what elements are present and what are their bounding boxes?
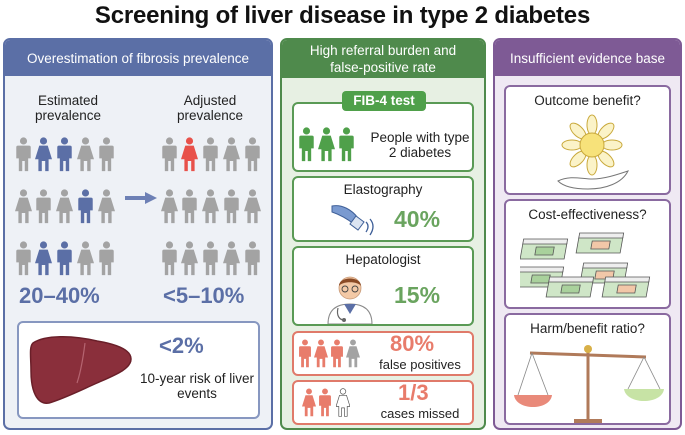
- fib4-box: People with type 2 diabetes: [292, 102, 474, 172]
- false-positives-value: 80%: [390, 331, 435, 356]
- harm-benefit-label: Harm/benefit ratio?: [530, 321, 645, 336]
- estimated-prevalence-value: 20–40%: [19, 283, 100, 308]
- harm-benefit-box: Harm/benefit ratio?: [504, 313, 671, 425]
- liver-events-box: <2% 10-year risk of liver events: [17, 321, 260, 419]
- hepatologist-label: Hepatologist: [345, 252, 421, 267]
- panel-heading: Insufficient evidence base: [495, 40, 680, 76]
- panel-heading: High referral burden and false-positive …: [282, 40, 484, 78]
- adjusted-people-grid: [161, 137, 261, 276]
- people-icon: [299, 127, 354, 162]
- ultrasound-probe-icon: [331, 205, 374, 236]
- hepatologist-value: 15%: [394, 282, 441, 308]
- panel-referral-burden: High referral burden and false-positive …: [280, 38, 486, 430]
- false-positives-text: false positives: [379, 357, 461, 372]
- outcome-benefit-label: Outcome benefit?: [534, 93, 641, 108]
- arrow-right-icon: [125, 192, 157, 204]
- false-positives-box: 80% false positives: [292, 331, 474, 376]
- liver-events-text: 10-year risk of liver events: [139, 371, 255, 401]
- cases-missed-text: cases missed: [380, 406, 460, 421]
- fib4-label: FIB-4 test: [342, 91, 426, 111]
- elastography-value: 40%: [394, 206, 441, 232]
- missed-cases-people-icon: [302, 388, 350, 417]
- adjusted-prevalence-value: <5–10%: [163, 283, 245, 308]
- money-stacks-icon: [520, 232, 651, 298]
- panel-heading: Overestimation of fibrosis prevalence: [5, 40, 271, 76]
- cases-missed-box: 1/3 cases missed: [292, 380, 474, 425]
- panel-heading-text: High referral burden and false-positive …: [309, 43, 457, 75]
- figure-title: Screening of liver disease in type 2 dia…: [94, 2, 591, 29]
- estimated-prevalence-label: Estimated prevalence: [34, 93, 102, 123]
- elastography-box: Elastography 40%: [292, 176, 474, 242]
- hepatologist-box: Hepatologist 15%: [292, 246, 474, 326]
- sun-in-hand-icon: [557, 114, 629, 190]
- panel-evidence-base: Insufficient evidence base Outcome benef…: [493, 38, 682, 430]
- liver-icon: [29, 335, 132, 404]
- outcome-benefit-box: Outcome benefit?: [504, 85, 671, 195]
- balance-scale-icon: [514, 345, 664, 423]
- panel-fibrosis-prevalence: Overestimation of fibrosis prevalence Es…: [3, 38, 273, 430]
- cases-missed-value: 1/3: [398, 380, 429, 405]
- fib4-text: People with type 2 diabetes: [370, 130, 470, 160]
- cost-effectiveness-box: Cost-effectiveness?: [504, 199, 671, 309]
- estimated-people-grid: [15, 137, 115, 276]
- liver-events-value: <2%: [159, 333, 204, 358]
- doctor-icon: [327, 276, 373, 324]
- false-positive-people-icon: [299, 339, 360, 368]
- cost-effectiveness-label: Cost-effectiveness?: [528, 207, 647, 222]
- elastography-label: Elastography: [343, 182, 423, 197]
- adjusted-prevalence-label: Adjusted prevalence: [176, 93, 244, 123]
